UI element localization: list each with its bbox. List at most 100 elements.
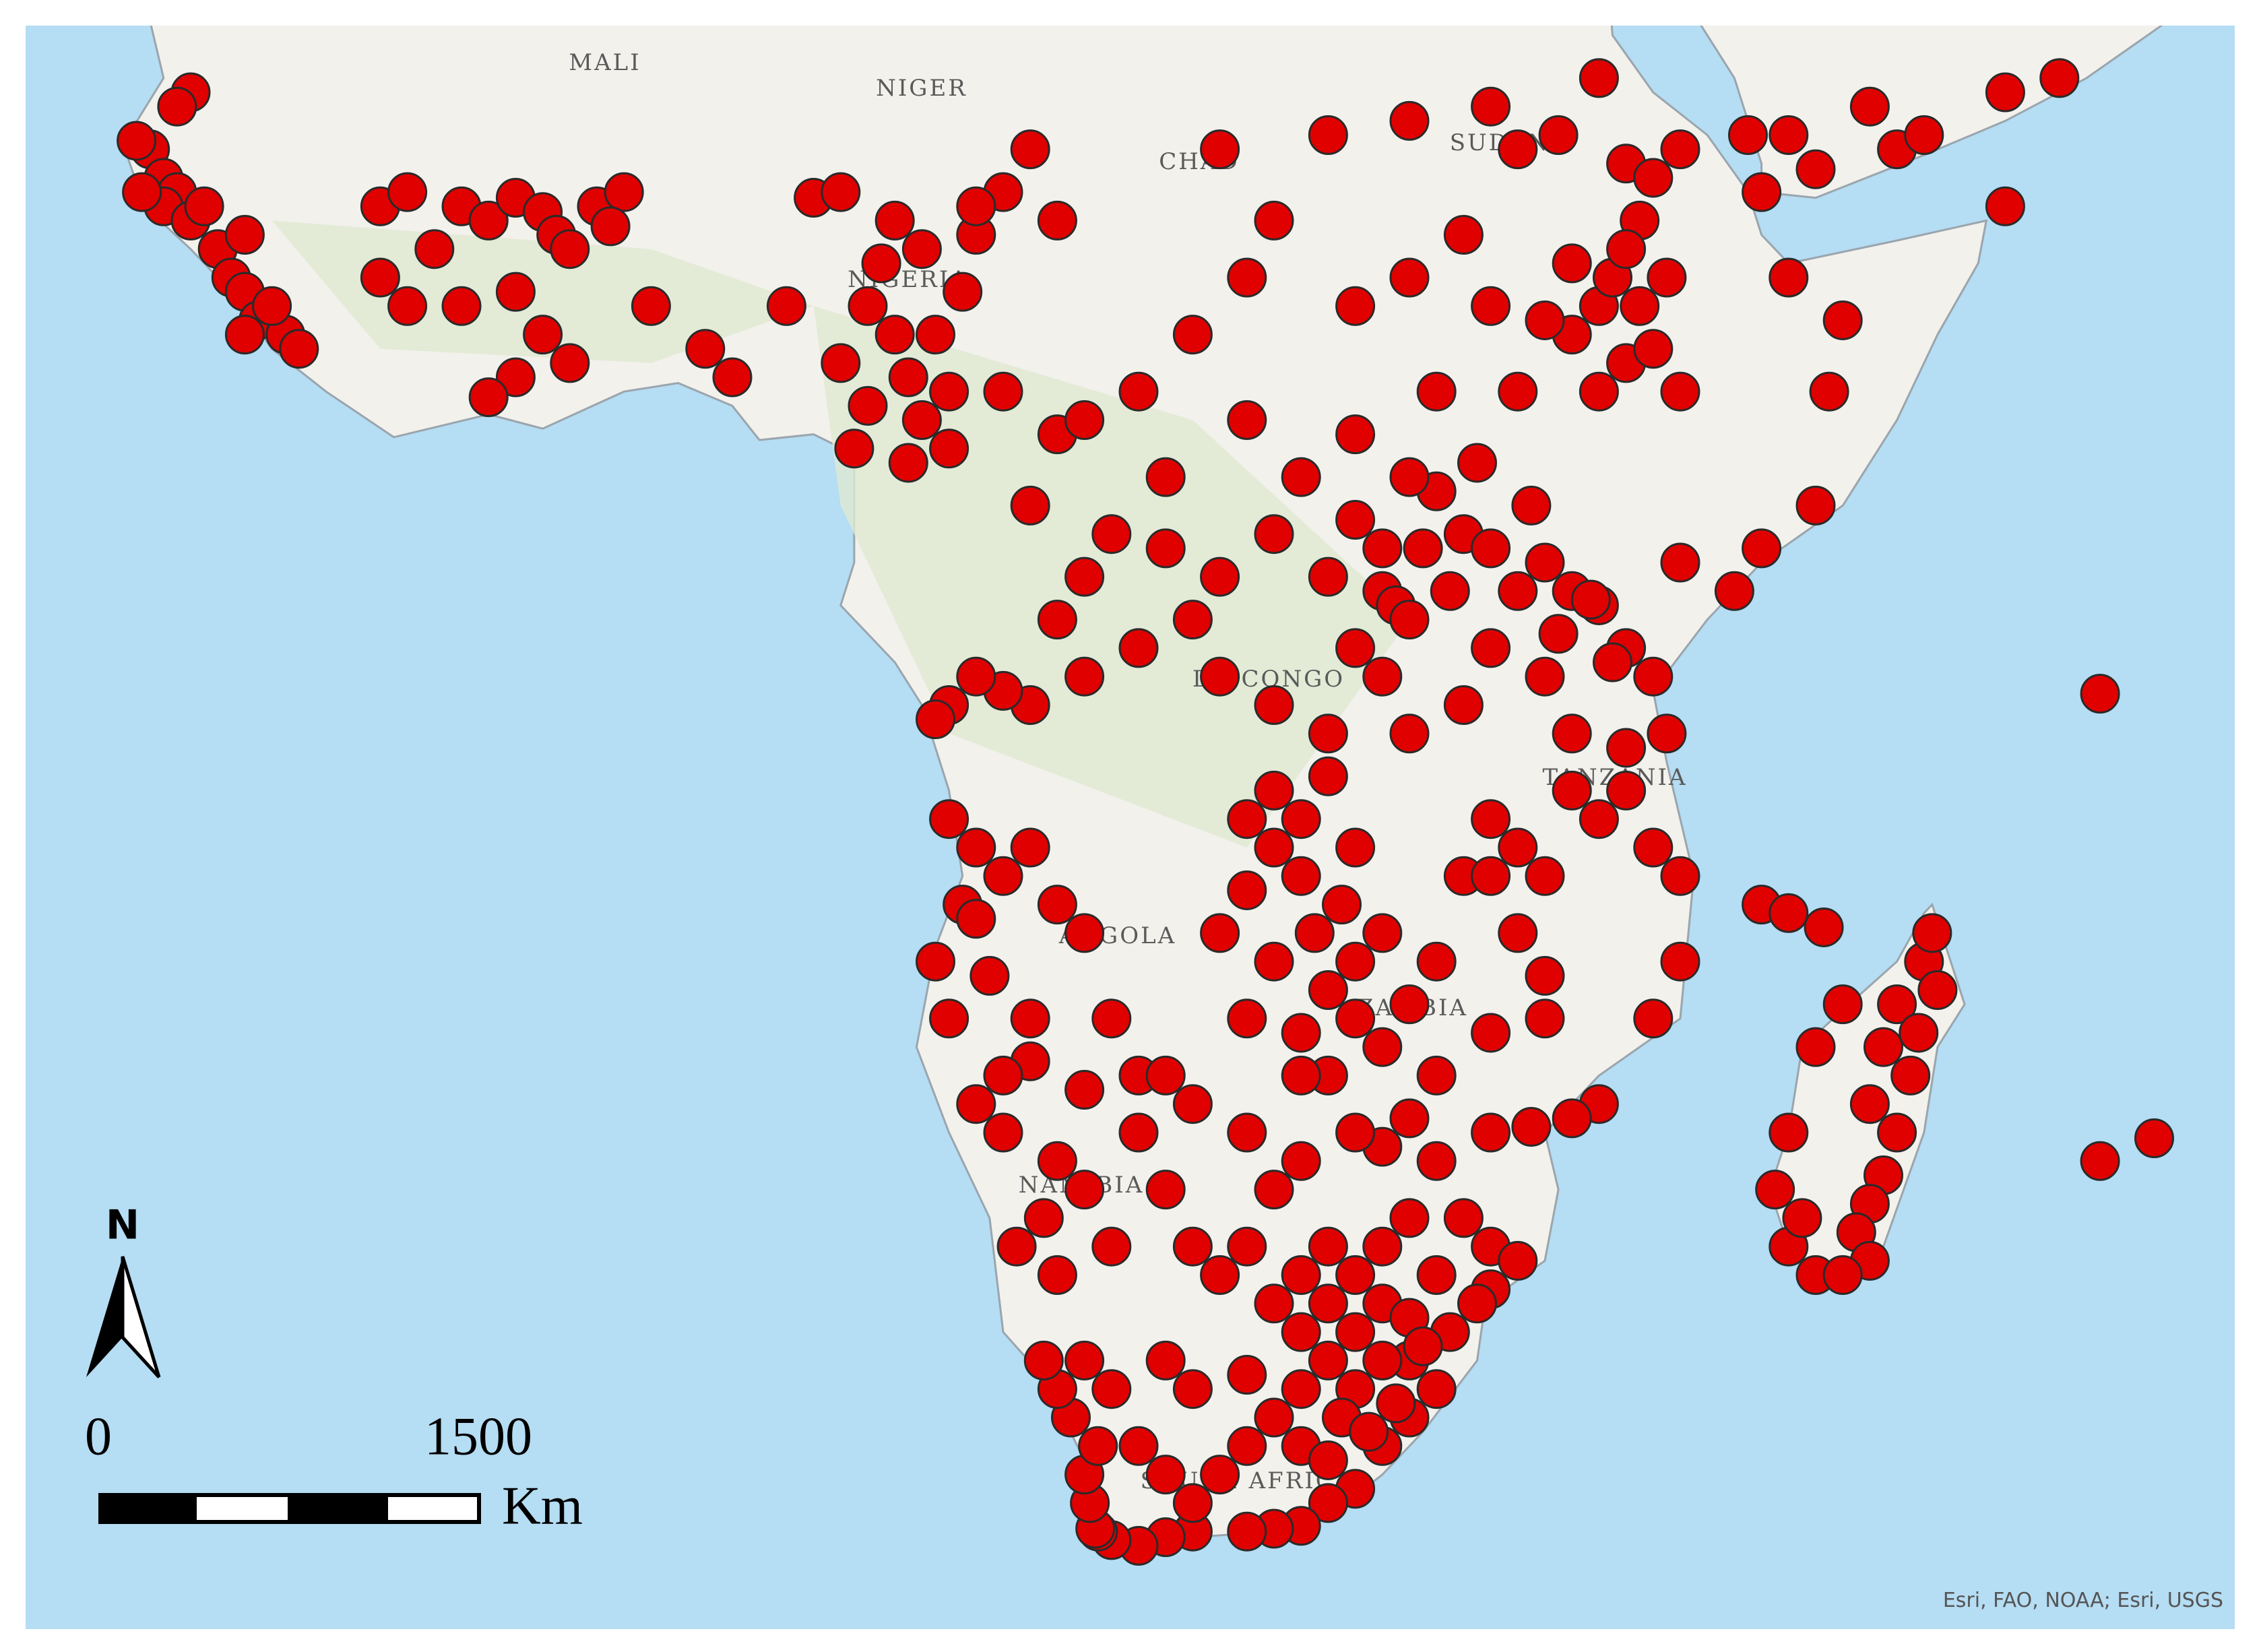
point (1254, 685, 1294, 725)
point (848, 286, 888, 326)
point (468, 377, 509, 418)
point (1498, 571, 1538, 611)
point (1389, 984, 1430, 1025)
point (821, 343, 861, 383)
point (1118, 628, 1159, 668)
point (1525, 856, 1565, 896)
point (1769, 115, 1809, 155)
point (550, 229, 590, 269)
point (184, 186, 224, 226)
scale-segment (98, 1493, 195, 1524)
point (1037, 600, 1077, 640)
point (1118, 1112, 1159, 1153)
point (1172, 600, 1213, 640)
point (1335, 1112, 1376, 1153)
point (1457, 1283, 1497, 1324)
point (1804, 907, 1844, 947)
point (1349, 1411, 1389, 1452)
point (1728, 115, 1768, 155)
point (1620, 286, 1660, 326)
point (1525, 300, 1565, 340)
point (1877, 984, 1917, 1025)
country-label: NIGER (876, 75, 967, 102)
point (1403, 528, 1443, 569)
point (1822, 984, 1863, 1025)
point (1416, 1255, 1457, 1295)
point (848, 385, 888, 426)
point (122, 172, 162, 212)
point (1376, 1383, 1416, 1424)
point (2134, 1118, 2174, 1158)
point (1660, 856, 1700, 896)
point (1064, 400, 1105, 440)
point (929, 371, 969, 412)
point (387, 172, 428, 212)
point (1064, 656, 1105, 697)
point (441, 286, 482, 326)
point (956, 656, 996, 697)
point (1145, 1170, 1186, 1210)
attribution: Esri, FAO, NOAA; Esri, USGS (1943, 1589, 2223, 1612)
point (1471, 628, 1511, 668)
point (1308, 970, 1348, 1010)
point (1281, 1255, 1321, 1295)
point (224, 315, 265, 355)
point (983, 856, 1023, 896)
point (1389, 1198, 1430, 1238)
arrow-left (86, 1257, 123, 1377)
point (1172, 1369, 1213, 1409)
point (1633, 827, 1674, 868)
point (1511, 485, 1552, 526)
point (1037, 200, 1077, 241)
point (1416, 371, 1457, 412)
point (1525, 998, 1565, 1039)
point (1227, 1355, 1267, 1395)
point (1742, 528, 1782, 569)
point (1064, 1170, 1105, 1210)
point (983, 371, 1023, 412)
point (1782, 1198, 1822, 1238)
point (1254, 200, 1294, 241)
point (1443, 1198, 1484, 1238)
point (1254, 1397, 1294, 1438)
point (1294, 913, 1335, 953)
north-arrow: N (86, 1202, 161, 1378)
point (1471, 1112, 1511, 1153)
point (1471, 528, 1511, 569)
point (1849, 1084, 1890, 1124)
point (1118, 371, 1159, 412)
point (1552, 713, 1592, 754)
point (1606, 229, 1647, 269)
point (2080, 674, 2120, 714)
point (1795, 485, 1836, 526)
scale-unit: Km (502, 1476, 583, 1535)
point (1254, 1283, 1294, 1324)
point (1308, 1226, 1348, 1267)
point (1899, 1013, 1939, 1053)
point (834, 428, 874, 469)
point (495, 357, 536, 398)
point (1917, 970, 1958, 1010)
point (1227, 1226, 1267, 1267)
point (956, 186, 996, 226)
point (1281, 1013, 1321, 1053)
point (1281, 856, 1321, 896)
point (387, 286, 428, 326)
point (1308, 1483, 1348, 1523)
point (1227, 400, 1267, 440)
point (888, 443, 928, 483)
point (1335, 1255, 1376, 1295)
scale-segment (384, 1493, 481, 1524)
point (1552, 243, 1592, 284)
point (1714, 571, 1754, 611)
scale-start: 0 (85, 1407, 112, 1466)
point (901, 229, 942, 269)
point (1389, 457, 1430, 497)
point (1769, 1112, 1809, 1153)
point (1023, 1340, 1064, 1380)
point (1457, 443, 1497, 483)
point (1091, 1226, 1132, 1267)
point (1633, 158, 1674, 198)
point (1145, 528, 1186, 569)
